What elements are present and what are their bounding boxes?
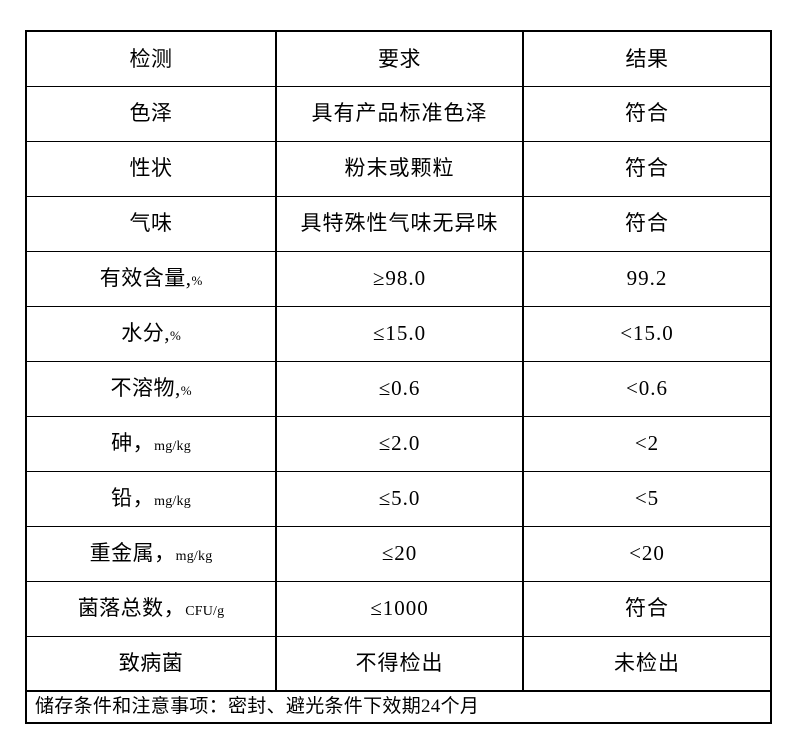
cell-result: <2 [522,415,772,472]
item-label: 菌落总数， [77,596,186,621]
item-label: 不溶物, [110,376,181,401]
cell-item: 性状 [25,140,277,197]
requirement-value: 具特殊性气味无异味 [300,211,499,236]
item-label: 重金属， [89,541,176,566]
cell-item: 菌落总数，CFU/g [25,580,277,637]
header-cell-item: 检测 [25,30,277,87]
item-unit: % [191,273,203,289]
table-row: 重金属，mg/kg ≤20 <20 [25,525,772,582]
cell-requirement: ≤5.0 [275,470,524,527]
item-unit: mg/kg [154,494,191,510]
item-unit: mg/kg [175,549,213,565]
result-value: <15.0 [620,321,674,346]
cell-requirement: 粉末或颗粒 [275,140,524,197]
cell-requirement: ≤1000 [275,580,524,637]
cell-result: 符合 [522,140,772,197]
header-cell-result: 结果 [522,30,772,87]
table-row: 有效含量,% ≥98.0 99.2 [25,250,772,307]
table-row: 致病菌 不得检出 未检出 [25,635,772,692]
result-value: 符合 [625,596,669,621]
requirement-value: ≤15.0 [372,321,427,346]
requirement-value: 粉末或颗粒 [344,156,455,181]
requirement-value: 具有产品标准色泽 [311,101,488,126]
result-value: <5 [634,486,660,511]
footer-note-row: 储存条件和注意事项：密封、避光条件下效期24个月 [25,690,772,724]
item-label: 致病菌 [118,651,184,676]
cell-item: 铅，mg/kg [25,470,277,527]
item-label: 水分, [121,321,170,346]
cell-item: 重金属，mg/kg [25,525,277,582]
requirement-value: ≤20 [381,541,418,566]
specification-table: 检测 要求 结果 色泽 具有产品标准色泽 符合 性状 粉末或颗粒 符合 气味 具特殊性气味无异… [25,30,772,724]
table-row: 砷，mg/kg ≤2.0 <2 [25,415,772,472]
cell-result: <20 [522,525,772,582]
cell-result: 99.2 [522,250,772,307]
result-value: 99.2 [626,266,668,291]
result-value: <0.6 [625,376,669,401]
spec-table-container: 检测 要求 结果 色泽 具有产品标准色泽 符合 性状 粉末或颗粒 符合 气味 具特殊性气味无异… [25,30,772,724]
requirement-value: ≤0.6 [378,376,421,401]
item-label: 铅， [111,486,155,511]
cell-result: 符合 [522,580,772,637]
result-value: 符合 [625,101,669,126]
cell-item: 色泽 [25,85,277,142]
cell-item: 气味 [25,195,277,252]
cell-item: 有效含量,% [25,250,277,307]
result-value: 符合 [625,156,669,181]
item-label: 色泽 [129,101,173,126]
table-row: 菌落总数，CFU/g ≤1000 符合 [25,580,772,637]
item-unit: % [180,383,192,399]
table-row: 水分,% ≤15.0 <15.0 [25,305,772,362]
requirement-value: 不得检出 [355,651,444,676]
item-unit: mg/kg [154,439,191,455]
cell-result: 未检出 [522,635,772,692]
table-row: 铅，mg/kg ≤5.0 <5 [25,470,772,527]
item-label: 性状 [129,156,173,181]
cell-result: <0.6 [522,360,772,417]
cell-requirement: ≤0.6 [275,360,524,417]
result-value: 符合 [625,211,669,236]
cell-item: 不溶物,% [25,360,277,417]
cell-requirement: 不得检出 [275,635,524,692]
cell-requirement: ≤15.0 [275,305,524,362]
table-row: 色泽 具有产品标准色泽 符合 [25,85,772,142]
header-cell-requirement: 要求 [275,30,524,87]
cell-result: <5 [522,470,772,527]
result-value: <20 [629,541,665,566]
cell-item: 致病菌 [25,635,277,692]
table-header-row: 检测 要求 结果 [25,30,772,87]
table-row: 不溶物,% ≤0.6 <0.6 [25,360,772,417]
result-value: <2 [634,431,660,456]
item-label: 砷， [111,431,155,456]
cell-item: 砷，mg/kg [25,415,277,472]
cell-requirement: ≤20 [275,525,524,582]
item-label: 气味 [129,211,173,236]
cell-requirement: 具有产品标准色泽 [275,85,524,142]
cell-requirement: ≥98.0 [275,250,524,307]
result-value: 未检出 [614,651,680,676]
cell-requirement: ≤2.0 [275,415,524,472]
cell-requirement: 具特殊性气味无异味 [275,195,524,252]
footer-note: 储存条件和注意事项：密封、避光条件下效期24个月 [25,690,772,724]
requirement-value: ≥98.0 [372,266,427,291]
item-unit: CFU/g [185,604,225,620]
cell-item: 水分,% [25,305,277,362]
table-row: 气味 具特殊性气味无异味 符合 [25,195,772,252]
cell-result: 符合 [522,85,772,142]
requirement-value: ≤2.0 [378,431,421,456]
requirement-value: ≤5.0 [378,486,421,511]
item-label: 有效含量, [99,266,192,291]
cell-result: 符合 [522,195,772,252]
cell-result: <15.0 [522,305,772,362]
item-unit: % [169,328,181,344]
table-row: 性状 粉末或颗粒 符合 [25,140,772,197]
requirement-value: ≤1000 [370,596,429,621]
